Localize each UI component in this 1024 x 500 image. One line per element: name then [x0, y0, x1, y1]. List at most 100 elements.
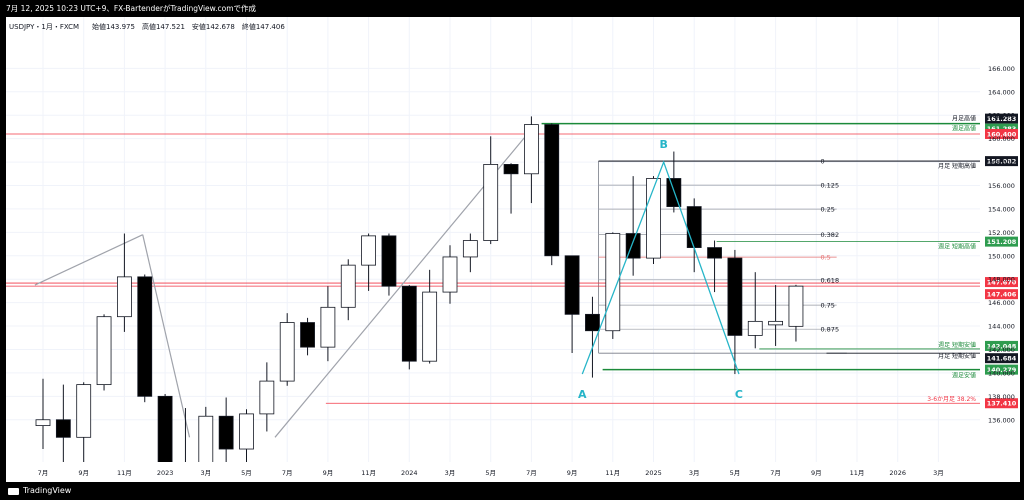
fib-level-label: 0.875 — [820, 326, 839, 334]
candle-body-down — [137, 276, 153, 397]
trend-line — [142, 234, 191, 438]
candle-body-up — [361, 235, 377, 266]
candle — [137, 274, 153, 403]
candle — [361, 233, 377, 291]
caption-bar: 7月 12, 2025 10:23 UTC+9、FX-BartenderがTra… — [0, 0, 1024, 17]
price-tag — [985, 156, 1018, 167]
level-label: 月足 短期高値 — [938, 162, 976, 170]
candle — [184, 408, 186, 462]
legend-ohlc: 始値143.975 高値147.521 安値142.678 終値147.406 — [92, 22, 285, 31]
level-label: 月足高値 — [952, 115, 976, 123]
candle-body-up — [768, 320, 783, 326]
price-tag-label: 161.283 — [987, 115, 1017, 123]
y-tick-label: 142.000 — [988, 346, 1015, 354]
x-tick-label: 2026 — [889, 469, 906, 477]
chart-canvas[interactable]: 0 0.125 0.25 0.382 0.5 0.618 0.75 0.875 月足高値週足高… — [6, 17, 1020, 482]
price-tag — [985, 236, 1018, 247]
x-tick-label: 7月 — [38, 469, 49, 477]
x-tick-label: 11月 — [361, 469, 376, 477]
x-tick-label: 11月 — [850, 469, 865, 477]
candle-body-down — [564, 255, 580, 315]
candle — [55, 384, 71, 462]
candle — [747, 272, 763, 349]
candle-body-down — [401, 285, 417, 362]
candle — [544, 123, 560, 266]
price-tag — [985, 128, 1018, 139]
y-tick-label: 148.000 — [988, 276, 1015, 284]
candle — [788, 284, 804, 342]
price-tag-label: 137.410 — [987, 400, 1017, 408]
fib-level-label: 0.5 — [820, 254, 830, 262]
footer-bar: TradingView — [0, 482, 1024, 500]
grid — [6, 17, 980, 462]
x-tick-label: 9月 — [78, 469, 89, 477]
candle — [239, 409, 254, 462]
candle — [157, 393, 173, 462]
candle-body-up — [35, 419, 51, 427]
fib-level-label: 0.382 — [820, 231, 839, 239]
level-label: 週足 短期高値 — [938, 243, 976, 251]
fib-level-label: 0.618 — [820, 276, 839, 284]
price-tag-label: 151.208 — [987, 238, 1017, 246]
candle-body-up — [340, 264, 356, 308]
price-tag-label: 147.406 — [987, 291, 1017, 299]
level-label: 週足高値 — [952, 125, 976, 133]
price-tag — [985, 353, 1018, 364]
tradingview-logo-icon — [8, 487, 19, 495]
candle — [300, 317, 315, 356]
x-tick-label: 3月 — [689, 469, 700, 477]
x-tick-label: 7月 — [282, 469, 293, 477]
y-tick-label: 150.000 — [988, 252, 1015, 260]
y-tick-label: 166.000 — [988, 65, 1015, 73]
candle-body-down — [686, 206, 702, 248]
candle — [422, 269, 438, 364]
price-tag-label: 141.684 — [987, 355, 1017, 363]
candle-body-down — [55, 419, 71, 438]
price-tag — [985, 364, 1018, 375]
abc-pattern: A B C — [578, 138, 743, 401]
x-tick-label: 3月 — [445, 469, 456, 477]
candle — [279, 313, 295, 386]
candle — [727, 249, 743, 375]
candle — [605, 232, 621, 339]
y-tick-label: 164.000 — [988, 88, 1015, 96]
candle-body-up — [279, 322, 295, 382]
level-label: 月足 短期安値 — [938, 352, 976, 360]
price-chart[interactable]: 0 0.125 0.25 0.382 0.5 0.618 0.75 0.875 月足高値 週足高… — [6, 17, 1020, 482]
candle-body-up — [422, 291, 438, 362]
candle-body-up — [524, 124, 539, 175]
candle — [462, 233, 478, 273]
x-tick-label: 5月 — [241, 469, 252, 477]
candle — [625, 176, 641, 276]
abc-line — [581, 160, 740, 375]
candle — [483, 136, 499, 245]
time-axis: 7月 9月 11月 2023 3月 5月 7月 9月 11月 2024 3月 5月 7月 9月 11月 202… — [38, 469, 944, 477]
price-tag-label: 142.048 — [987, 342, 1017, 350]
candle — [707, 240, 722, 293]
price-tag — [985, 340, 1018, 351]
y-tick-label: 156.000 — [988, 182, 1015, 190]
candle-body-down — [585, 313, 600, 332]
candle — [503, 163, 519, 214]
candle — [35, 378, 51, 450]
y-tick-label: 154.000 — [988, 205, 1015, 213]
y-tick-label: 136.000 — [988, 416, 1015, 424]
candle-body-up — [198, 415, 214, 462]
x-tick-label: 9月 — [811, 469, 822, 477]
candle-body-down — [727, 257, 743, 336]
level-label: 週足 短期安値 — [938, 341, 976, 349]
tradingview-brand: TradingView — [23, 486, 72, 495]
x-tick-label: 5月 — [485, 469, 496, 477]
candle-body-up — [442, 256, 458, 293]
price-tag — [985, 277, 1018, 288]
price-axis: 161.283161.283160.400158.082151.208147.6… — [985, 65, 1018, 424]
y-tick-label: 146.000 — [988, 299, 1015, 307]
price-tag-label: 160.400 — [987, 130, 1017, 138]
y-tick-label: 158.000 — [988, 159, 1015, 167]
candle — [198, 406, 214, 462]
tradingview-logo[interactable]: TradingView — [8, 482, 71, 500]
candle-body-down — [381, 235, 397, 287]
candle-body-up — [76, 384, 92, 438]
candle — [564, 255, 580, 353]
